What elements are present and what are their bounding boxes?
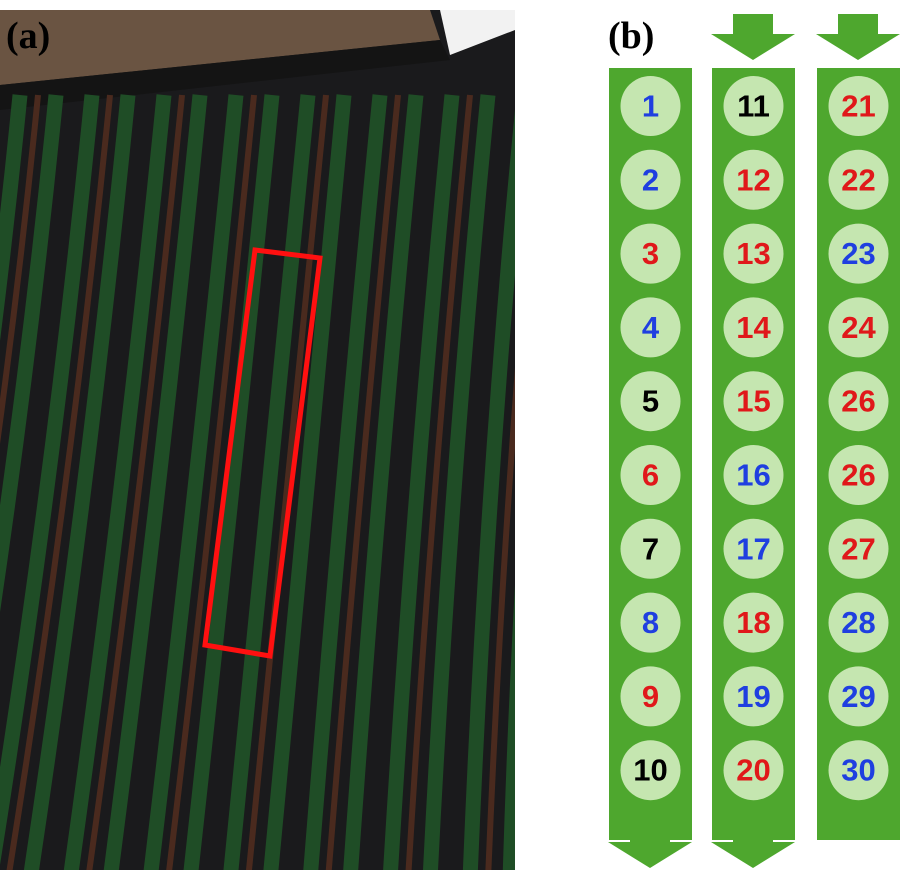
cell-label: 9 — [642, 679, 659, 714]
soil-strip — [86, 94, 185, 870]
panel-label: (a) — [6, 15, 50, 57]
crop-row — [303, 94, 388, 870]
crop-row — [23, 94, 136, 870]
crop-row — [0, 94, 64, 613]
soil-strip — [485, 367, 515, 870]
cell-circle — [723, 149, 784, 210]
road — [0, 40, 450, 110]
cell-label: 5 — [642, 384, 659, 419]
soil-strip — [6, 94, 113, 870]
cell-circle — [620, 740, 681, 801]
cell-label: 13 — [736, 236, 770, 271]
cell-label: 30 — [841, 753, 875, 788]
cell-label: 1 — [642, 89, 659, 124]
crop-row — [383, 94, 460, 870]
crop-row — [0, 94, 100, 865]
cell-circle — [828, 297, 889, 358]
cell-label: 27 — [841, 531, 875, 566]
highlight-box — [202, 247, 323, 659]
cell-label: 7 — [642, 531, 659, 566]
cell-label: 28 — [841, 605, 875, 640]
crop-row — [422, 94, 496, 870]
cell-label: 12 — [736, 162, 770, 197]
arrow-down — [816, 14, 900, 60]
cell-label: 10 — [633, 753, 667, 788]
cell-circle — [828, 666, 889, 727]
cell-label: 2 — [642, 162, 659, 197]
crop-row — [183, 94, 280, 870]
panel-label: (b) — [608, 15, 654, 57]
cell-label: 26 — [841, 458, 875, 493]
cell-label: 11 — [737, 89, 770, 124]
margin — [440, 10, 515, 55]
cell-label: 14 — [736, 310, 771, 345]
cell-label: 4 — [642, 310, 660, 345]
crop-row — [502, 584, 515, 870]
cell-circle — [828, 223, 889, 284]
cell-label: 21 — [841, 89, 875, 124]
crop-row — [343, 94, 424, 870]
cell-circle — [828, 445, 889, 505]
soil-strip — [245, 94, 329, 870]
cell-label: 19 — [736, 679, 770, 714]
cell-circle — [828, 149, 889, 210]
cell-circle — [723, 592, 784, 653]
cell-circle — [620, 76, 681, 136]
cell-circle — [620, 445, 681, 505]
cell-circle — [620, 518, 681, 579]
cell-circle — [620, 149, 681, 210]
crop-row — [143, 94, 244, 870]
cell-circle — [828, 740, 889, 801]
cell-circle — [723, 371, 784, 432]
cell-circle — [828, 518, 889, 579]
cell-label: 15 — [736, 384, 770, 419]
cell-circle — [828, 371, 889, 432]
cell-circle — [620, 592, 681, 653]
cell-circle — [723, 223, 784, 284]
cell-circle — [723, 518, 784, 579]
cell-circle — [723, 76, 784, 136]
cell-circle — [723, 666, 784, 727]
cell-circle — [620, 223, 681, 284]
field-edge — [0, 10, 440, 85]
cell-label: 17 — [736, 531, 770, 566]
cell-circle — [620, 666, 681, 727]
cell-circle — [620, 297, 681, 358]
cell-circle — [828, 592, 889, 653]
cell-label: 18 — [736, 605, 770, 640]
cell-circle — [723, 445, 784, 505]
cell-label: 3 — [642, 236, 659, 271]
aerial-image — [0, 10, 515, 870]
cell-label: 29 — [841, 679, 875, 714]
cell-label: 24 — [841, 310, 876, 345]
crop-row — [63, 94, 172, 870]
soil-strip — [405, 94, 473, 870]
cell-label: 22 — [841, 162, 875, 197]
soil-strip — [0, 94, 41, 445]
arrow-down — [608, 822, 692, 868]
cell-label: 20 — [736, 753, 770, 788]
cell-circle — [828, 76, 889, 136]
cell-circle — [620, 371, 681, 432]
cell-label: 8 — [642, 605, 659, 640]
cell-label: 16 — [736, 458, 770, 493]
cell-label: 23 — [841, 236, 875, 271]
crop-row — [263, 94, 352, 870]
soil-strip — [166, 94, 257, 870]
cell-circle — [723, 297, 784, 358]
arrows — [608, 14, 900, 868]
cell-label: 26 — [841, 384, 875, 419]
crop-row — [462, 109, 515, 870]
soil-strip — [325, 94, 401, 870]
cell-label: 6 — [642, 458, 659, 493]
crop-row — [223, 94, 316, 870]
arrow-down — [711, 14, 795, 60]
crop-row — [103, 94, 208, 870]
crop-row — [0, 94, 28, 341]
cell-circle — [723, 740, 784, 801]
arrow-down — [711, 822, 795, 868]
